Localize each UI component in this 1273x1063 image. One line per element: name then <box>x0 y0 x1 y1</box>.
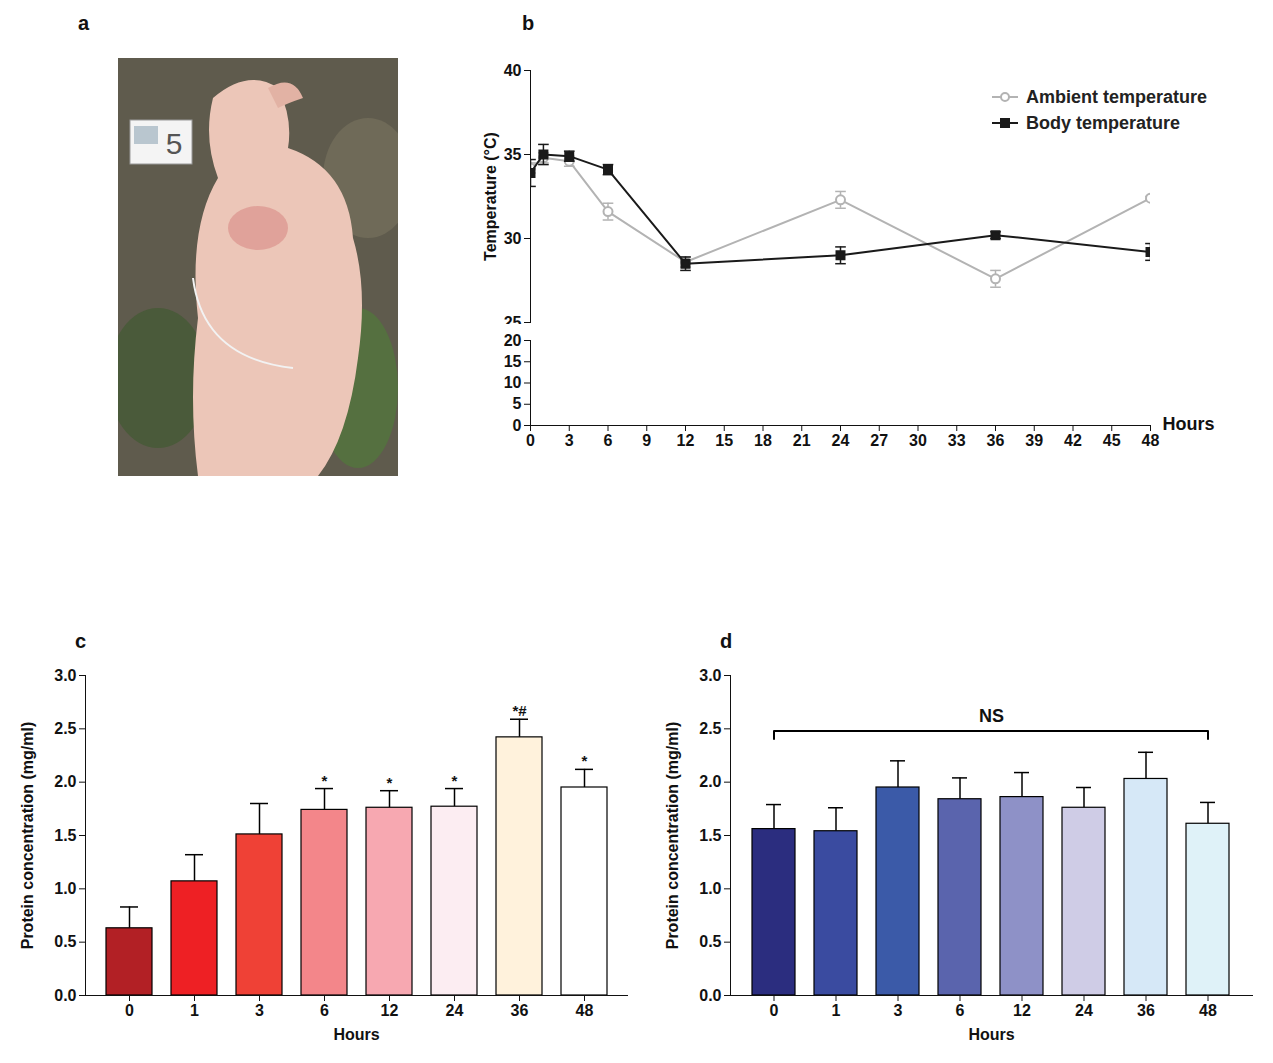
svg-text:12: 12 <box>677 432 695 449</box>
svg-text:36: 36 <box>987 432 1005 449</box>
svg-text:*#: *# <box>512 702 527 719</box>
svg-text:6: 6 <box>320 1002 329 1019</box>
svg-text:3.0: 3.0 <box>699 667 721 684</box>
svg-text:9: 9 <box>642 432 651 449</box>
svg-text:15: 15 <box>715 432 733 449</box>
svg-text:24: 24 <box>446 1002 464 1019</box>
svg-text:24: 24 <box>832 432 850 449</box>
svg-text:Protein concentration (mg/ml): Protein concentration (mg/ml) <box>19 722 36 950</box>
svg-text:24: 24 <box>1075 1002 1093 1019</box>
svg-text:36: 36 <box>1137 1002 1155 1019</box>
svg-text:1: 1 <box>190 1002 199 1019</box>
svg-text:45: 45 <box>1103 432 1121 449</box>
svg-text:1.5: 1.5 <box>54 827 76 844</box>
svg-text:18: 18 <box>754 432 772 449</box>
svg-text:1: 1 <box>832 1002 841 1019</box>
html-text:Body temperature: Body temperature <box>1026 112 1180 133</box>
svg-text:48: 48 <box>1199 1002 1217 1019</box>
svg-text:3: 3 <box>565 432 574 449</box>
svg-text:NS: NS <box>979 706 1004 726</box>
svg-text:0.5: 0.5 <box>54 933 76 950</box>
svg-text:33: 33 <box>948 432 966 449</box>
svg-text:2.0: 2.0 <box>54 773 76 790</box>
svg-text:15: 15 <box>504 353 522 370</box>
svg-text:36: 36 <box>511 1002 529 1019</box>
svg-text:Protein concentration (mg/ml): Protein concentration (mg/ml) <box>664 722 681 950</box>
svg-text:5: 5 <box>513 395 522 412</box>
svg-text:*: * <box>452 772 458 789</box>
svg-text:1.0: 1.0 <box>54 880 76 897</box>
svg-text:10: 10 <box>504 374 522 391</box>
svg-text:3: 3 <box>255 1002 264 1019</box>
svg-text:30: 30 <box>909 432 927 449</box>
svg-text:*: * <box>387 774 393 791</box>
svg-text:Hours: Hours <box>333 1026 379 1043</box>
svg-text:1.5: 1.5 <box>699 827 721 844</box>
svg-text:Hours: Hours <box>968 1026 1014 1043</box>
svg-text:6: 6 <box>604 432 613 449</box>
svg-text:35: 35 <box>504 146 522 163</box>
svg-text:Hours: Hours <box>1163 414 1215 434</box>
svg-text:3: 3 <box>894 1002 903 1019</box>
html-text:d: d <box>720 630 733 652</box>
svg-text:2.5: 2.5 <box>699 720 721 737</box>
svg-text:5: 5 <box>166 127 183 160</box>
svg-text:3.0: 3.0 <box>54 667 76 684</box>
svg-text:2.0: 2.0 <box>699 773 721 790</box>
html-text:a: a <box>78 12 90 34</box>
svg-text:1.0: 1.0 <box>699 880 721 897</box>
html-text:b: b <box>522 12 535 34</box>
html-text:Ambient temperature: Ambient temperature <box>1026 86 1207 107</box>
svg-text:6: 6 <box>956 1002 965 1019</box>
svg-text:27: 27 <box>870 432 888 449</box>
svg-text:0: 0 <box>526 432 535 449</box>
html-text:c: c <box>75 630 87 652</box>
svg-text:30: 30 <box>504 230 522 247</box>
svg-text:40: 40 <box>504 62 522 79</box>
svg-text:0.0: 0.0 <box>699 987 721 1004</box>
svg-text:42: 42 <box>1064 432 1082 449</box>
svg-text:*: * <box>582 752 588 769</box>
svg-text:0.5: 0.5 <box>699 933 721 950</box>
svg-text:Temperature (°C): Temperature (°C) <box>482 132 499 261</box>
svg-text:21: 21 <box>793 432 811 449</box>
svg-text:39: 39 <box>1025 432 1043 449</box>
svg-text:0: 0 <box>770 1002 779 1019</box>
svg-text:2.5: 2.5 <box>54 720 76 737</box>
svg-text:0.0: 0.0 <box>54 987 76 1004</box>
svg-text:48: 48 <box>576 1002 594 1019</box>
svg-text:20: 20 <box>504 332 522 349</box>
svg-text:25: 25 <box>504 314 522 324</box>
svg-text:0: 0 <box>513 417 522 434</box>
svg-text:0: 0 <box>125 1002 134 1019</box>
svg-text:12: 12 <box>1013 1002 1031 1019</box>
svg-text:*: * <box>322 772 328 789</box>
svg-text:48: 48 <box>1142 432 1160 449</box>
svg-text:12: 12 <box>381 1002 399 1019</box>
